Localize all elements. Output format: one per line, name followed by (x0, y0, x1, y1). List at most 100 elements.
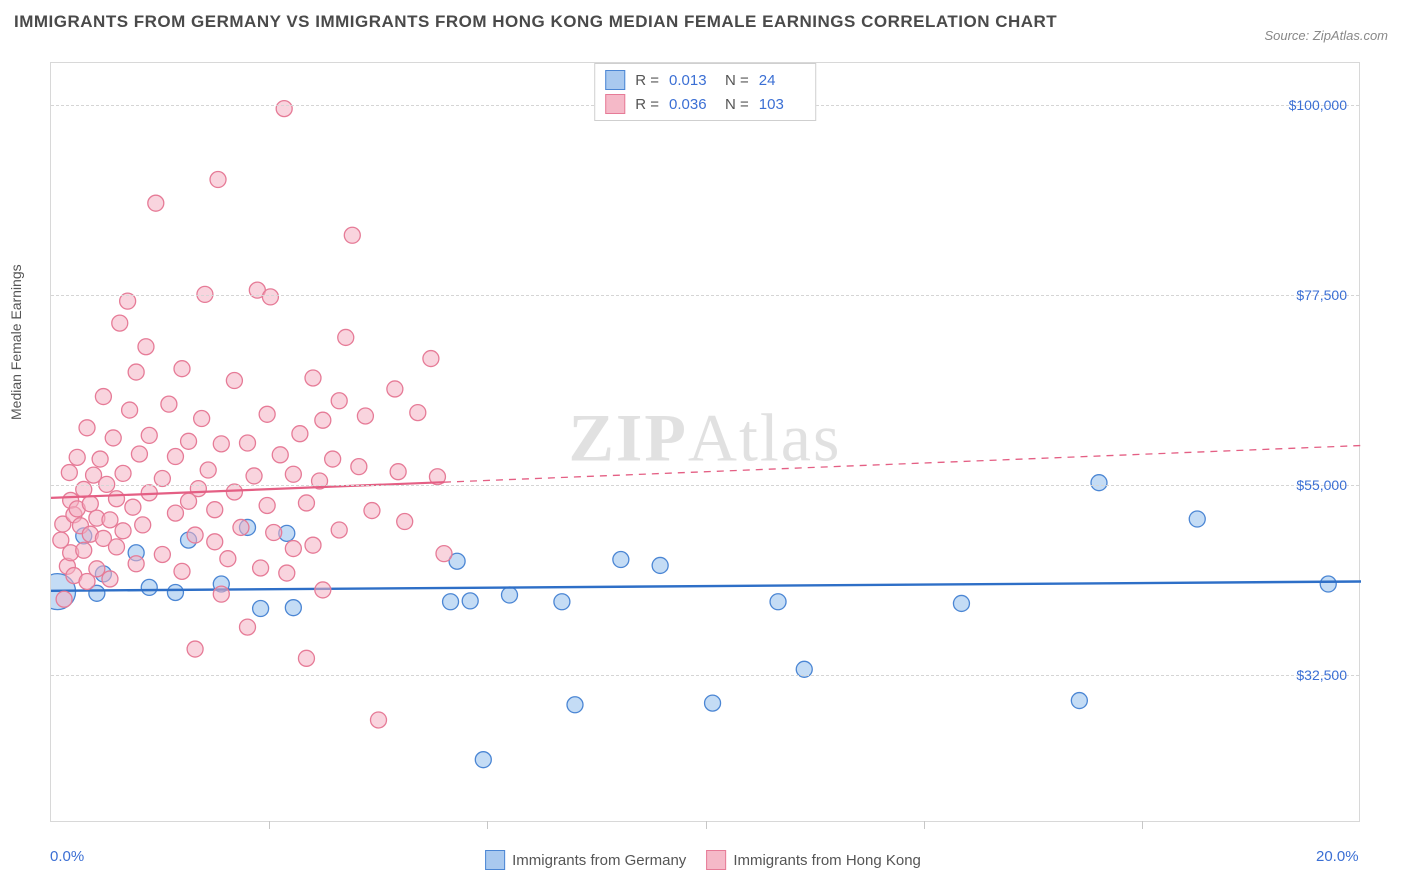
legend-series-item: Immigrants from Hong Kong (706, 850, 921, 870)
x-axis-endpoint-label: 0.0% (50, 848, 84, 865)
data-point (331, 522, 347, 538)
data-point (387, 381, 403, 397)
data-point (262, 289, 278, 305)
x-axis-endpoint-label: 20.0% (1316, 848, 1359, 865)
scatter-svg (51, 63, 1361, 823)
trend-line-dashed (444, 446, 1361, 483)
data-point (554, 594, 570, 610)
legend-swatch (706, 850, 726, 870)
data-point (207, 534, 223, 550)
legend-n-value: 103 (759, 96, 805, 113)
data-point (135, 517, 151, 533)
legend-swatch (485, 850, 505, 870)
data-point (325, 451, 341, 467)
data-point (69, 449, 85, 465)
data-point (167, 449, 183, 465)
legend-r-value: 0.036 (669, 96, 715, 113)
data-point (167, 584, 183, 600)
data-point (253, 601, 269, 617)
data-point (112, 315, 128, 331)
data-point (154, 546, 170, 562)
data-point (266, 525, 282, 541)
legend-series-label: Immigrants from Germany (512, 852, 686, 869)
data-point (105, 430, 121, 446)
data-point (200, 462, 216, 478)
data-point (190, 481, 206, 497)
data-point (351, 459, 367, 475)
data-point (279, 565, 295, 581)
data-point (220, 551, 236, 567)
data-point (462, 593, 478, 609)
data-point (338, 329, 354, 345)
data-point (210, 172, 226, 188)
data-point (292, 426, 308, 442)
data-point (76, 481, 92, 497)
data-point (194, 411, 210, 427)
data-point (276, 101, 292, 117)
data-point (240, 435, 256, 451)
legend-n-label: N = (725, 72, 749, 89)
data-point (125, 499, 141, 515)
data-point (502, 587, 518, 603)
data-point (187, 527, 203, 543)
data-point (131, 446, 147, 462)
data-point (953, 595, 969, 611)
data-point (1189, 511, 1205, 527)
data-point (285, 466, 301, 482)
data-point (344, 227, 360, 243)
data-point (567, 697, 583, 713)
legend-r-label: R = (635, 72, 659, 89)
data-point (109, 539, 125, 555)
data-point (102, 512, 118, 528)
trend-line (51, 581, 1361, 590)
x-tick (706, 821, 707, 829)
data-point (1320, 576, 1336, 592)
data-point (109, 491, 125, 507)
legend-series-label: Immigrants from Hong Kong (733, 852, 921, 869)
x-tick (487, 821, 488, 829)
data-point (102, 571, 118, 587)
data-point (423, 351, 439, 367)
legend-stats-row: R =0.036N =103 (605, 92, 805, 116)
data-point (298, 495, 314, 511)
data-point (138, 339, 154, 355)
gridline (51, 675, 1359, 676)
data-point (259, 406, 275, 422)
data-point (141, 579, 157, 595)
data-point (128, 556, 144, 572)
data-point (213, 586, 229, 602)
data-point (115, 465, 131, 481)
data-point (410, 405, 426, 421)
gridline (51, 485, 1359, 486)
legend-n-value: 24 (759, 72, 805, 89)
data-point (122, 402, 138, 418)
source-attribution: Source: ZipAtlas.com (1264, 28, 1388, 43)
y-tick-label: $55,000 (1296, 477, 1347, 493)
data-point (148, 195, 164, 211)
data-point (315, 582, 331, 598)
legend-stats-row: R =0.013N =24 (605, 68, 805, 92)
data-point (61, 465, 77, 481)
plot-area: $32,500$55,000$77,500$100,000 ZIPAtlas R… (50, 62, 1360, 822)
data-point (285, 600, 301, 616)
x-tick (924, 821, 925, 829)
data-point (705, 695, 721, 711)
data-point (187, 641, 203, 657)
data-point (240, 619, 256, 635)
data-point (259, 497, 275, 513)
data-point (1071, 693, 1087, 709)
data-point (161, 396, 177, 412)
data-point (397, 514, 413, 530)
data-point (272, 447, 288, 463)
legend-series-item: Immigrants from Germany (485, 850, 686, 870)
data-point (371, 712, 387, 728)
data-point (770, 594, 786, 610)
data-point (436, 546, 452, 562)
data-point (443, 594, 459, 610)
data-point (364, 503, 380, 519)
data-point (167, 505, 183, 521)
data-point (82, 496, 98, 512)
legend-series: Immigrants from Germany Immigrants from H… (485, 850, 921, 870)
data-point (181, 433, 197, 449)
data-point (174, 563, 190, 579)
